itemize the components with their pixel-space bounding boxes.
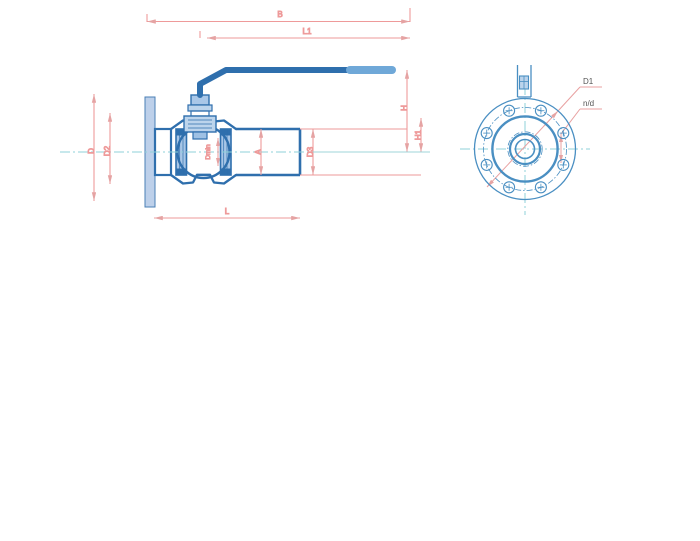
svg-text:L: L <box>225 207 230 216</box>
svg-text:D1: D1 <box>583 77 594 86</box>
svg-text:A: A <box>254 149 263 155</box>
svg-text:B: B <box>277 10 282 19</box>
svg-text:H1: H1 <box>414 129 423 140</box>
svg-text:H: H <box>400 105 409 111</box>
svg-text:D2: D2 <box>103 145 112 156</box>
svg-text:Dmin: Dmin <box>205 144 212 160</box>
svg-text:D: D <box>87 148 96 154</box>
svg-text:n/d: n/d <box>583 99 594 108</box>
svg-text:L1: L1 <box>303 27 312 36</box>
